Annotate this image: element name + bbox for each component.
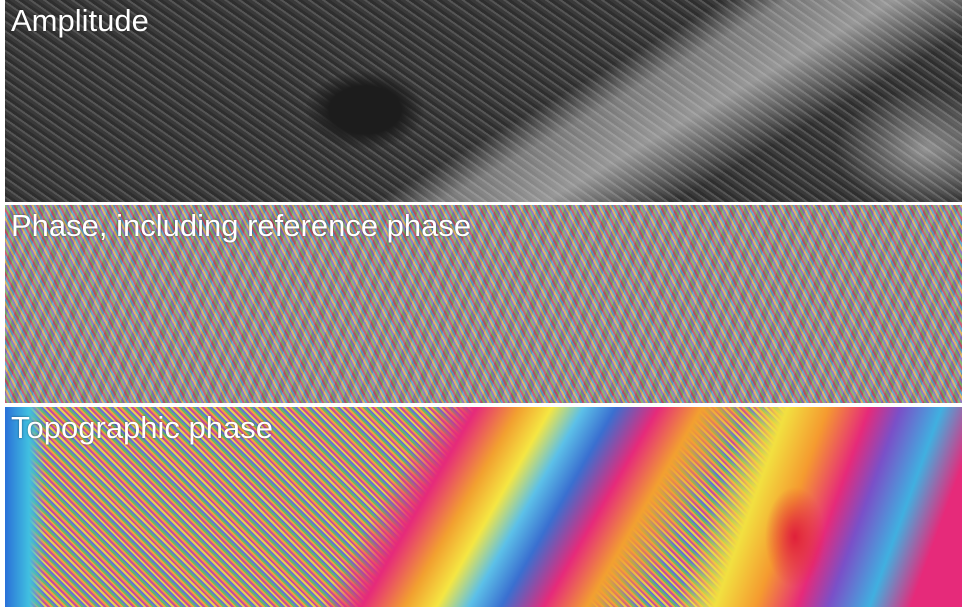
- panel-label: Topographic phase: [11, 411, 273, 445]
- amplitude-image: Amplitude: [5, 0, 962, 202]
- panel-label: Amplitude: [11, 4, 149, 38]
- phase-image: Phase, including reference phase: [5, 205, 962, 403]
- page: Amplitude Phase, including reference pha…: [0, 0, 965, 607]
- topographic-phase-image: Topographic phase: [5, 407, 962, 607]
- panel-label: Phase, including reference phase: [11, 209, 471, 243]
